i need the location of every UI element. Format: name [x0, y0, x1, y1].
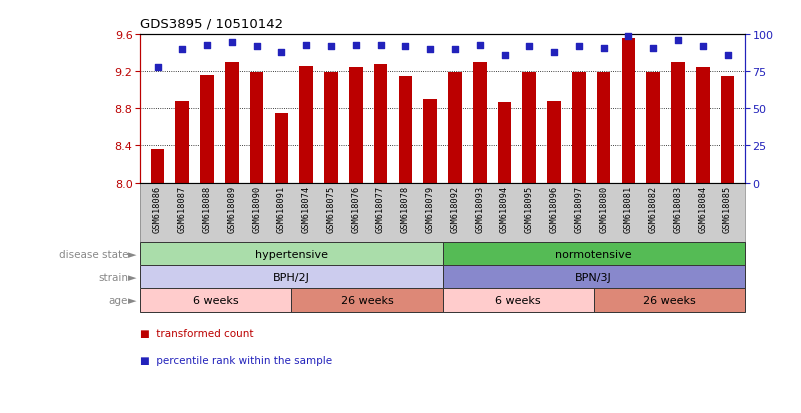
- Text: GSM618083: GSM618083: [674, 185, 682, 232]
- Text: 6 weeks: 6 weeks: [193, 295, 239, 305]
- Text: GSM618089: GSM618089: [227, 185, 236, 232]
- Bar: [200, 76, 214, 183]
- Point: [598, 45, 610, 52]
- Bar: [349, 67, 363, 183]
- Point: [349, 42, 362, 49]
- Text: age: age: [109, 295, 128, 305]
- Bar: [175, 102, 189, 183]
- Bar: [151, 150, 164, 183]
- Text: GSM618095: GSM618095: [525, 185, 533, 232]
- Point: [225, 39, 238, 46]
- Text: disease state: disease state: [58, 249, 128, 259]
- Text: GSM618087: GSM618087: [178, 185, 187, 232]
- Bar: [448, 73, 461, 183]
- Point: [449, 47, 461, 53]
- Text: normotensive: normotensive: [555, 249, 632, 259]
- Bar: [646, 73, 660, 183]
- Point: [275, 50, 288, 56]
- Point: [573, 44, 586, 50]
- Bar: [597, 73, 610, 183]
- Bar: [696, 67, 710, 183]
- Point: [671, 38, 684, 44]
- Text: GSM618088: GSM618088: [203, 185, 211, 232]
- Text: ►: ►: [127, 272, 136, 282]
- Text: GSM618074: GSM618074: [302, 185, 311, 232]
- Text: 26 weeks: 26 weeks: [643, 295, 696, 305]
- Bar: [275, 114, 288, 183]
- Text: ►: ►: [127, 295, 136, 305]
- Bar: [140, 289, 292, 312]
- Point: [548, 50, 561, 56]
- Point: [424, 47, 437, 53]
- Text: GSM618093: GSM618093: [475, 185, 485, 232]
- Text: BPN/3J: BPN/3J: [575, 272, 612, 282]
- Text: GSM618078: GSM618078: [400, 185, 410, 232]
- Point: [399, 44, 412, 50]
- Bar: [622, 39, 635, 183]
- Point: [374, 42, 387, 49]
- Text: BPH/2J: BPH/2J: [273, 272, 310, 282]
- Text: 6 weeks: 6 weeks: [495, 295, 541, 305]
- Bar: [473, 63, 486, 183]
- Bar: [140, 266, 443, 289]
- Bar: [140, 243, 443, 266]
- Text: ■  percentile rank within the sample: ■ percentile rank within the sample: [140, 355, 332, 365]
- Text: GSM618077: GSM618077: [376, 185, 385, 232]
- Text: ►: ►: [127, 249, 136, 259]
- Text: 26 weeks: 26 weeks: [340, 295, 393, 305]
- Bar: [250, 73, 264, 183]
- Point: [696, 44, 709, 50]
- Bar: [671, 63, 685, 183]
- Text: GSM618080: GSM618080: [599, 185, 608, 232]
- Text: hypertensive: hypertensive: [255, 249, 328, 259]
- Bar: [225, 63, 239, 183]
- Point: [201, 42, 214, 49]
- Text: GSM618084: GSM618084: [698, 185, 707, 232]
- Point: [176, 47, 189, 53]
- Bar: [547, 102, 561, 183]
- Bar: [324, 73, 338, 183]
- Bar: [721, 77, 735, 183]
- Text: GSM618094: GSM618094: [500, 185, 509, 232]
- Bar: [522, 73, 536, 183]
- Bar: [572, 73, 586, 183]
- Bar: [443, 289, 594, 312]
- Text: GSM618076: GSM618076: [352, 185, 360, 232]
- Bar: [497, 103, 511, 183]
- Point: [622, 33, 635, 40]
- Bar: [292, 289, 443, 312]
- Text: GSM618086: GSM618086: [153, 185, 162, 232]
- Bar: [424, 100, 437, 183]
- Text: GSM618079: GSM618079: [425, 185, 435, 232]
- Point: [647, 45, 660, 52]
- Text: GSM618081: GSM618081: [624, 185, 633, 232]
- Bar: [594, 289, 745, 312]
- Point: [721, 52, 734, 59]
- Bar: [443, 266, 745, 289]
- Bar: [300, 66, 313, 183]
- Text: GSM618082: GSM618082: [649, 185, 658, 232]
- Text: ■  transformed count: ■ transformed count: [140, 328, 254, 338]
- Bar: [399, 77, 413, 183]
- Point: [250, 44, 263, 50]
- Bar: [374, 65, 388, 183]
- Bar: [443, 243, 745, 266]
- Point: [324, 44, 337, 50]
- Text: GSM618096: GSM618096: [549, 185, 558, 232]
- Point: [151, 64, 164, 71]
- Text: GSM618075: GSM618075: [327, 185, 336, 232]
- Text: GSM618092: GSM618092: [450, 185, 460, 232]
- Text: GDS3895 / 10510142: GDS3895 / 10510142: [140, 17, 284, 30]
- Text: GSM618090: GSM618090: [252, 185, 261, 232]
- Point: [473, 42, 486, 49]
- Point: [498, 52, 511, 59]
- Point: [300, 42, 312, 49]
- Text: GSM618091: GSM618091: [277, 185, 286, 232]
- Text: GSM618097: GSM618097: [574, 185, 583, 232]
- Text: GSM618085: GSM618085: [723, 185, 732, 232]
- Point: [523, 44, 536, 50]
- Text: strain: strain: [99, 272, 128, 282]
